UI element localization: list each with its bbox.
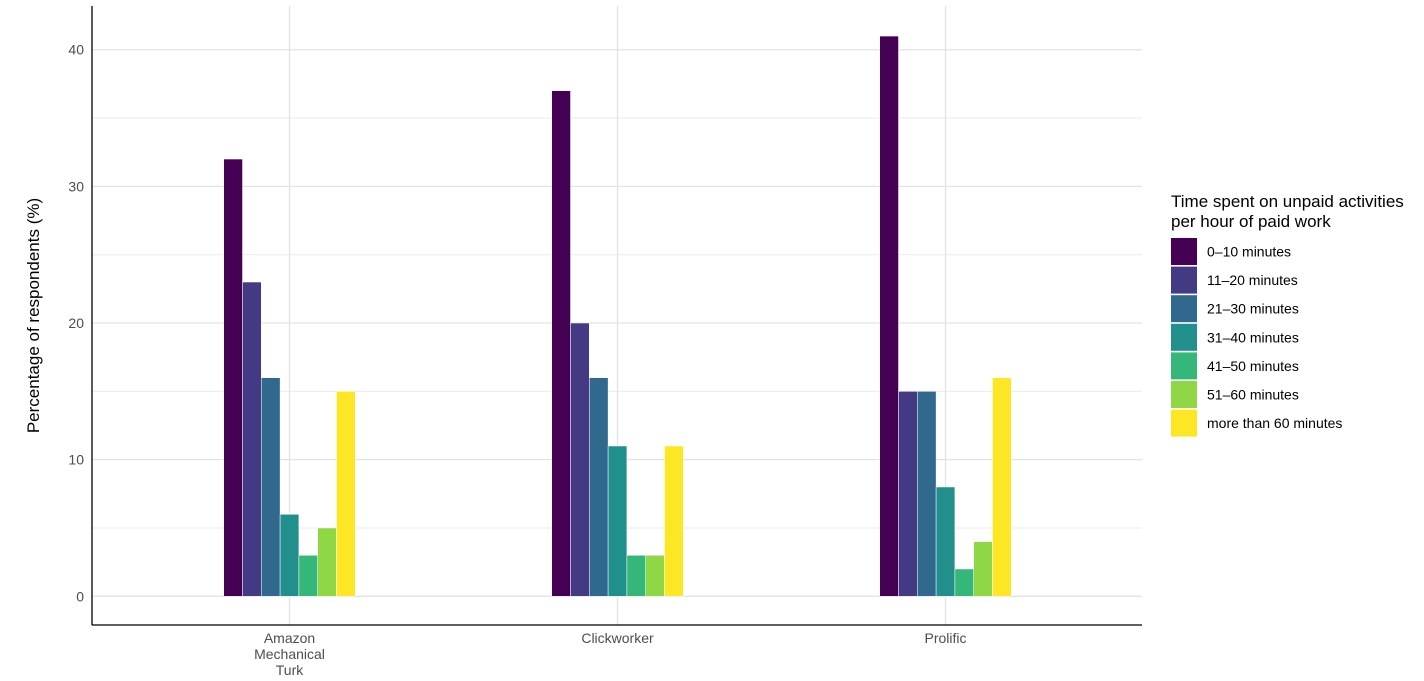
- bar: [917, 391, 937, 597]
- axis-labels: 0 10 20 30 40 Amazon Mechanical Turk Clickworker…: [24, 42, 967, 678]
- x-tick-label: Clickworker: [581, 630, 654, 646]
- y-tick-label: 10: [68, 452, 84, 468]
- legend-key: [1171, 295, 1197, 323]
- legend-key: [1171, 409, 1197, 437]
- bar: [336, 391, 356, 597]
- y-tick-label: 30: [68, 178, 84, 194]
- bar: [626, 555, 646, 597]
- bar: [935, 486, 956, 597]
- bar: [298, 555, 318, 597]
- legend-key: [1171, 381, 1197, 408]
- bars: [223, 35, 1012, 597]
- y-axis-title: Percentage of respondents (%): [24, 198, 43, 433]
- bar: [261, 377, 281, 597]
- legend-key: [1171, 323, 1197, 351]
- legend-label: 51–60 minutes: [1207, 387, 1299, 403]
- bar: [242, 281, 262, 597]
- legend-title: Time spent on unpaid activities: [1171, 192, 1404, 211]
- bar: [898, 391, 918, 597]
- legend-label: 0–10 minutes: [1207, 244, 1291, 260]
- legend-label: 31–40 minutes: [1207, 329, 1299, 345]
- y-tick-label: 20: [68, 315, 84, 331]
- legend-label: 21–30 minutes: [1207, 301, 1299, 317]
- x-tick-label: Amazon Mechanical Turk: [254, 630, 325, 678]
- bar: [607, 445, 628, 597]
- legend-title: per hour of paid work: [1171, 212, 1331, 231]
- y-tick-label: 0: [76, 588, 84, 604]
- legend-key: [1171, 238, 1197, 265]
- legend-label: 41–50 minutes: [1207, 358, 1299, 374]
- bar: [223, 158, 243, 597]
- bar: [664, 445, 684, 597]
- bar: [551, 90, 571, 597]
- bar: [589, 377, 609, 597]
- bar: [570, 322, 590, 597]
- bar: [954, 568, 974, 597]
- y-tick-label: 40: [68, 42, 84, 58]
- x-tick-label: Prolific: [924, 630, 966, 646]
- legend-key: [1171, 352, 1197, 380]
- legend-label: more than 60 minutes: [1207, 415, 1342, 431]
- legend-label: 11–20 minutes: [1207, 272, 1298, 288]
- bar: [279, 514, 300, 597]
- bar: [992, 377, 1012, 597]
- axes: [91, 6, 1142, 626]
- legend-key: [1171, 266, 1197, 294]
- bar: [879, 35, 899, 597]
- bar: [973, 541, 993, 597]
- bar: [317, 527, 337, 597]
- bar: [645, 555, 665, 597]
